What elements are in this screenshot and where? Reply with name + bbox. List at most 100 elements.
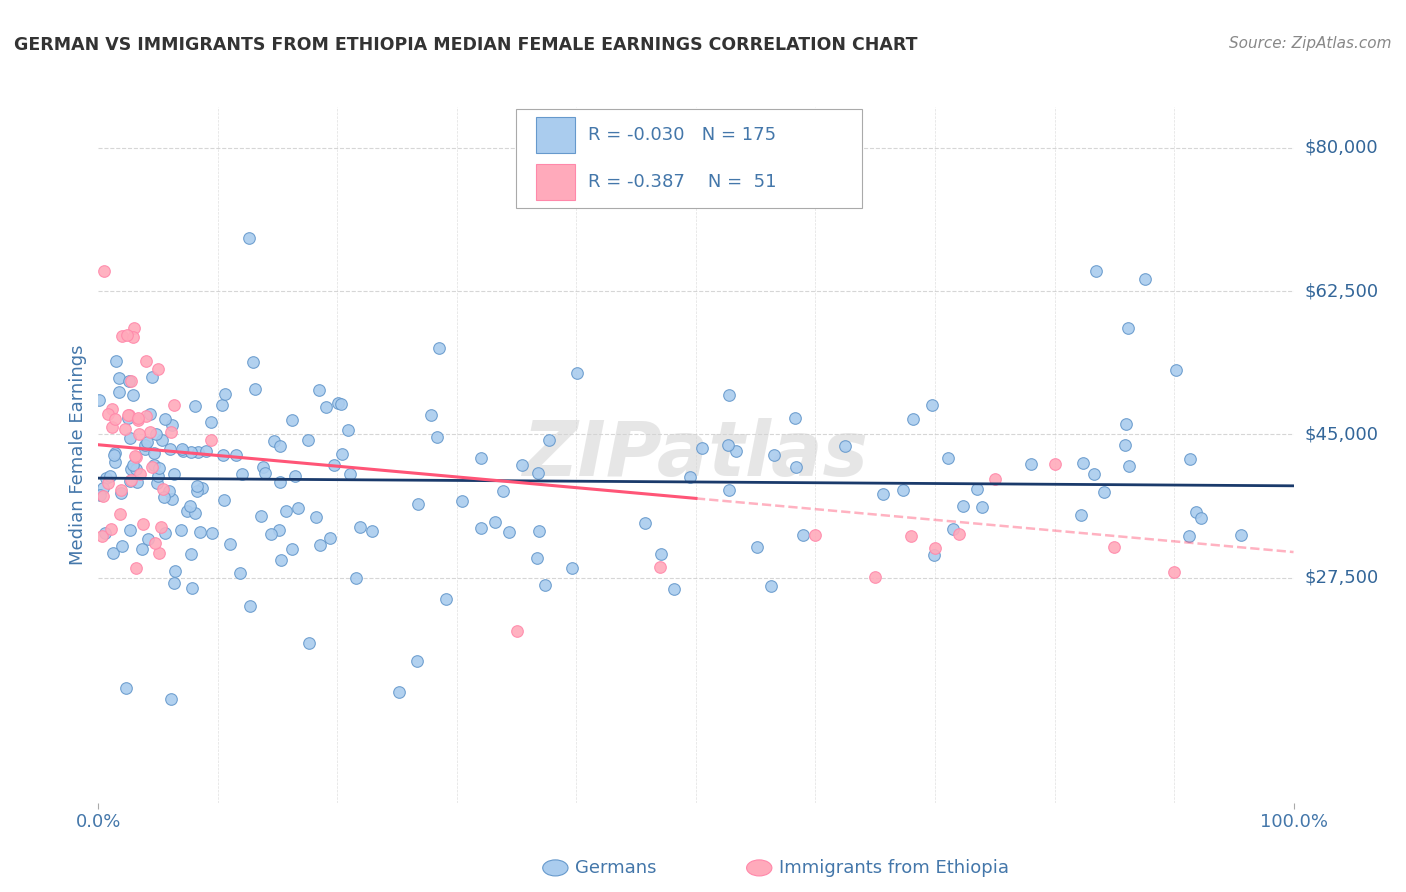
Point [146, 475, 169, 490]
Point [650, 548, 672, 562]
Point [148, 461, 170, 475]
Point [162, 491, 184, 506]
Point [125, 462, 148, 476]
Text: R = -0.030   N = 175: R = -0.030 N = 175 [588, 126, 776, 144]
Point [229, 566, 252, 580]
Point [690, 442, 713, 456]
Point [634, 516, 657, 530]
Point [160, 692, 183, 706]
Point [492, 483, 515, 498]
Point [270, 553, 292, 567]
Point [747, 541, 769, 555]
Point [252, 460, 274, 475]
Point [451, 493, 474, 508]
Text: GERMAN VS IMMIGRANTS FROM ETHIOPIA MEDIAN FEMALE EARNINGS CORRELATION CHART: GERMAN VS IMMIGRANTS FROM ETHIOPIA MEDIA… [14, 36, 918, 54]
Point [135, 409, 157, 423]
Point [93, 481, 115, 495]
Point [212, 448, 235, 462]
Text: Source: ZipAtlas.com: Source: ZipAtlas.com [1229, 36, 1392, 51]
Point [891, 483, 914, 498]
Point [1229, 528, 1251, 542]
Point [97, 475, 120, 490]
Point [281, 541, 304, 556]
Point [336, 423, 359, 437]
Point [1163, 565, 1185, 579]
Point [153, 525, 176, 540]
Point [155, 411, 177, 425]
Point [160, 425, 183, 439]
Point [648, 560, 672, 574]
Point [107, 371, 129, 385]
Point [143, 536, 166, 550]
Point [1043, 458, 1066, 472]
Point [143, 458, 166, 472]
Point [344, 571, 367, 585]
Point [804, 527, 827, 541]
Point [361, 524, 384, 538]
Point [900, 529, 922, 543]
Point [107, 385, 129, 400]
Point [127, 475, 149, 490]
Text: $80,000: $80,000 [1305, 139, 1378, 157]
Point [315, 400, 337, 414]
Point [179, 500, 201, 514]
Point [717, 438, 740, 452]
Point [122, 388, 145, 402]
Point [148, 362, 170, 376]
Point [120, 473, 142, 487]
Point [104, 412, 127, 426]
Point [470, 451, 492, 466]
Point [537, 433, 560, 447]
Point [225, 448, 247, 462]
Point [921, 399, 943, 413]
Point [434, 592, 457, 607]
Point [159, 442, 181, 456]
Point [1178, 452, 1201, 467]
Point [128, 467, 150, 481]
Point [136, 533, 159, 547]
Point [190, 481, 212, 495]
Point [101, 420, 124, 434]
Point [1116, 321, 1139, 335]
Point [134, 442, 156, 457]
Point [274, 504, 297, 518]
Point [948, 527, 970, 541]
Point [125, 450, 148, 464]
Point [561, 561, 583, 575]
Point [110, 483, 132, 497]
Point [118, 432, 141, 446]
Point [150, 520, 173, 534]
Point [1071, 456, 1094, 470]
Point [117, 411, 139, 425]
Point [200, 525, 222, 540]
Point [484, 515, 506, 529]
Text: R = -0.387    N =  51: R = -0.387 N = 51 [588, 173, 776, 191]
Point [1164, 363, 1187, 377]
Text: Immigrants from Ethiopia: Immigrants from Ethiopia [779, 859, 1010, 877]
Point [118, 408, 141, 422]
Point [419, 409, 441, 423]
Point [152, 483, 174, 497]
Point [970, 500, 993, 514]
Point [662, 582, 685, 596]
Point [187, 445, 209, 459]
Point [678, 470, 700, 484]
Point [105, 354, 128, 368]
Point [1115, 417, 1137, 432]
Point [254, 466, 277, 480]
Point [127, 413, 149, 427]
Text: $62,500: $62,500 [1305, 282, 1379, 301]
Point [506, 624, 529, 638]
Point [124, 450, 146, 464]
Point [1085, 264, 1108, 278]
Point [163, 576, 186, 591]
Point [136, 434, 159, 449]
Point [134, 438, 156, 452]
Point [117, 408, 139, 422]
Point [89, 487, 111, 501]
Point [527, 524, 550, 539]
Point [121, 458, 143, 472]
Point [269, 475, 291, 490]
Point [120, 374, 142, 388]
Point [942, 522, 965, 536]
